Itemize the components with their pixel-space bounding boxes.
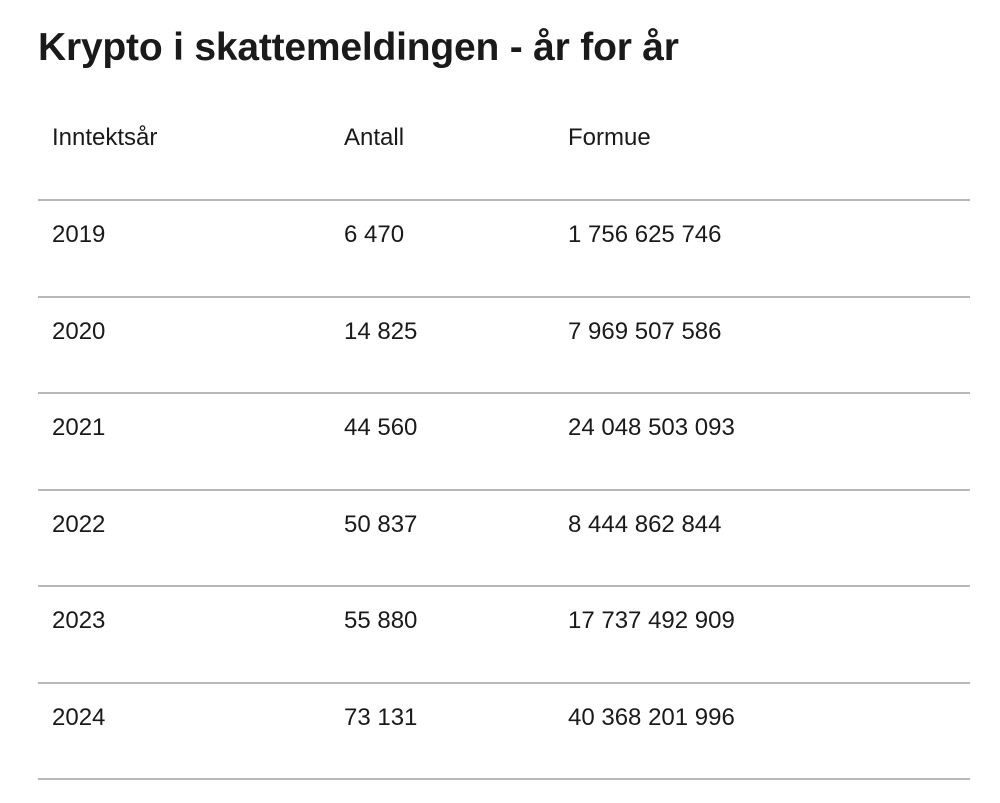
cell-count: 44 560 [344, 414, 418, 441]
cell-year: 2021 [52, 414, 106, 441]
table-row: 2023 55 880 17 737 492 909 [38, 586, 970, 683]
cell-year: 2024 [52, 703, 106, 731]
column-header-count: Antall [344, 124, 405, 151]
cell-count: 50 837 [344, 510, 418, 538]
cell-wealth: 24 048 503 093 [568, 414, 735, 441]
cell-wealth: 17 737 492 909 [568, 607, 735, 634]
table-row: 2019 6 470 1 756 625 746 [38, 200, 970, 297]
page-title: Krypto i skattemeldingen - år for år [38, 26, 679, 69]
cell-wealth: 1 756 625 746 [568, 221, 722, 248]
table-row: 2024 73 131 40 368 201 996 [38, 682, 970, 779]
table-row: 2020 14 825 7 969 507 586 [38, 296, 970, 394]
cell-year: 2019 [52, 221, 106, 248]
cell-year: 2023 [52, 607, 106, 634]
cell-year: 2022 [52, 510, 106, 538]
column-header-wealth: Formue [568, 124, 651, 151]
table-header-row: Inntektsår Antall Formue [38, 104, 970, 200]
crypto-table: Inntektsår Antall Formue 2019 6 470 1 756 … [38, 104, 970, 780]
cell-count: 73 131 [344, 703, 418, 731]
cell-count: 55 880 [344, 607, 418, 634]
cell-year: 2020 [52, 317, 106, 345]
cell-wealth: 40 368 201 996 [568, 703, 735, 731]
table-row: 2021 44 560 24 048 503 093 [38, 393, 970, 490]
cell-count: 6 470 [344, 221, 405, 248]
cell-count: 14 825 [344, 317, 418, 345]
cell-wealth: 7 969 507 586 [568, 317, 722, 345]
table-row: 2022 50 837 8 444 862 844 [38, 489, 970, 587]
cell-wealth: 8 444 862 844 [568, 510, 722, 538]
column-header-year: Inntektsår [52, 124, 158, 151]
